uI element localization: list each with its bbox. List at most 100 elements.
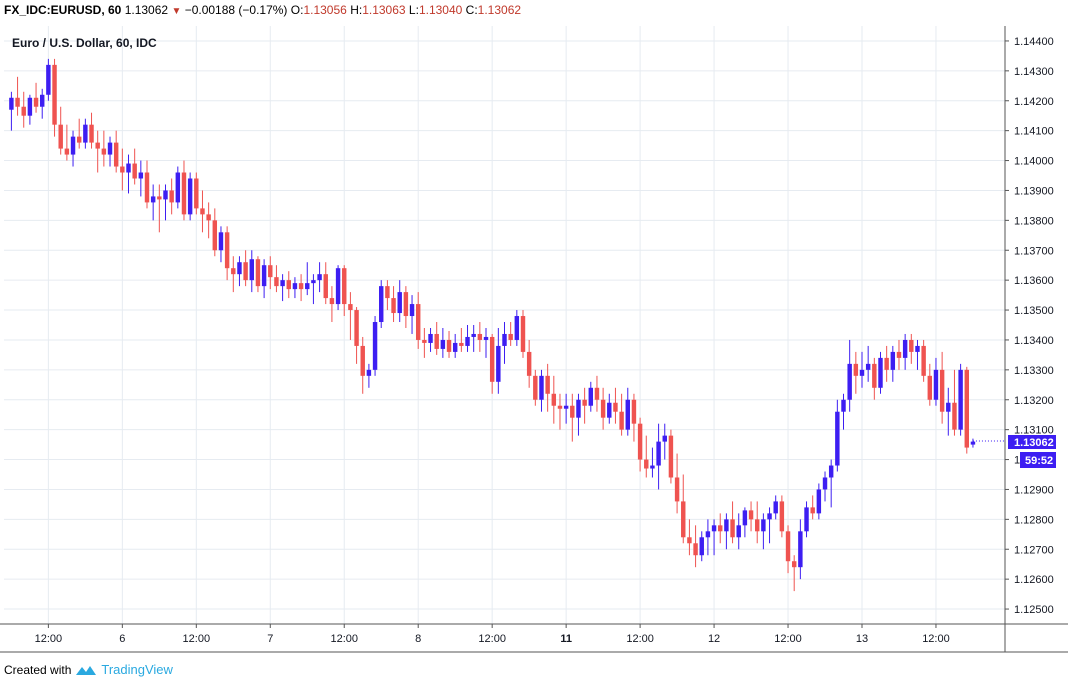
candle-body (662, 435, 667, 442)
x-tick-label: 12:00 (35, 633, 63, 645)
candle (101, 130, 107, 167)
candle (946, 387, 951, 436)
candle-body (200, 208, 205, 215)
down-triangle-icon: ▼ (171, 6, 182, 17)
candle (27, 94, 33, 125)
candle (859, 351, 865, 388)
y-tick-label: 1.14200 (1014, 96, 1054, 108)
candle (268, 256, 273, 290)
x-tick-label: 8 (415, 633, 421, 645)
chart-title: Euro / U.S. Dollar, 60, IDC (12, 36, 157, 50)
candle (952, 369, 957, 436)
candle (644, 435, 649, 478)
candle (70, 130, 76, 167)
candle (822, 471, 828, 502)
candle (144, 160, 150, 209)
candle-body (397, 292, 402, 314)
candle (452, 333, 458, 358)
candle-body (212, 220, 218, 251)
candle-body (268, 265, 273, 278)
candle-body (120, 166, 125, 173)
candle-body (280, 280, 285, 287)
candle-body (693, 543, 698, 556)
candle (200, 190, 205, 233)
candle-body (705, 531, 711, 538)
last-price-tag-bg (1008, 435, 1056, 449)
candle (681, 474, 686, 544)
candle-body (477, 333, 483, 340)
candle (563, 393, 569, 424)
candle (58, 106, 63, 155)
candle (33, 82, 39, 113)
candle-body (89, 124, 94, 143)
price-change: −0.00188 (−0.17%) (184, 3, 288, 17)
candle-body (243, 262, 248, 281)
candle (687, 519, 692, 556)
candle (391, 286, 396, 323)
candle (502, 322, 507, 364)
candle (366, 363, 372, 388)
candle (120, 148, 125, 191)
x-tick-label: 12:00 (330, 633, 358, 645)
candle-body (785, 531, 791, 562)
candle-body (83, 124, 88, 143)
candle-body (379, 286, 384, 323)
candle (440, 327, 446, 358)
symbol-name[interactable]: FX_IDC:EURUSD, 60 (4, 3, 122, 17)
candle-body (305, 283, 310, 290)
candle-body (415, 304, 421, 340)
candle-body (853, 363, 859, 376)
candle (637, 417, 643, 472)
candle-body (422, 339, 427, 343)
y-tick-label: 1.14100 (1014, 126, 1054, 138)
high-label: H: (350, 3, 363, 17)
y-tick-label: 1.13100 (1014, 425, 1054, 437)
candle (835, 399, 840, 472)
candle-body (360, 345, 365, 376)
candle-body (533, 375, 538, 400)
candle-body (187, 178, 193, 215)
candle (785, 525, 791, 574)
x-tick-label: 6 (119, 633, 125, 645)
candle-body (946, 402, 951, 412)
candle-body (206, 214, 211, 221)
candle (619, 393, 624, 436)
candle-body (348, 304, 353, 311)
candle-body (742, 510, 748, 526)
candle (157, 184, 162, 233)
candle-body (323, 274, 328, 299)
candle (508, 322, 513, 346)
candle (761, 513, 766, 550)
candle (816, 483, 822, 520)
candle-body (545, 375, 550, 394)
y-tick-label: 1.12500 (1014, 604, 1054, 616)
candle (939, 351, 945, 424)
candle (964, 366, 970, 454)
candle-body (902, 339, 908, 358)
candle (674, 453, 680, 514)
candle-body (563, 405, 569, 409)
y-tick-label: 1.14300 (1014, 66, 1054, 78)
candle (113, 130, 119, 173)
tradingview-link[interactable]: TradingView (101, 662, 173, 677)
candle (206, 202, 211, 239)
candle-body (311, 280, 316, 284)
candle-body (724, 519, 729, 532)
low-value: 1.13040 (418, 3, 463, 17)
candle (588, 381, 594, 412)
candle-body (835, 411, 840, 466)
x-tick-label: 12:00 (626, 633, 654, 645)
candle-body (816, 489, 822, 514)
y-tick-label: 1.12900 (1014, 484, 1054, 496)
candle (896, 339, 902, 370)
open-label: O: (290, 3, 304, 17)
candle-body (878, 357, 883, 388)
candle-body (847, 363, 852, 400)
footer-branding: Created with TradingView (4, 662, 173, 677)
candle-body (909, 339, 914, 352)
candle-body (298, 283, 304, 290)
candle (514, 310, 520, 346)
candle-body (95, 142, 100, 149)
candle-body (681, 501, 686, 538)
